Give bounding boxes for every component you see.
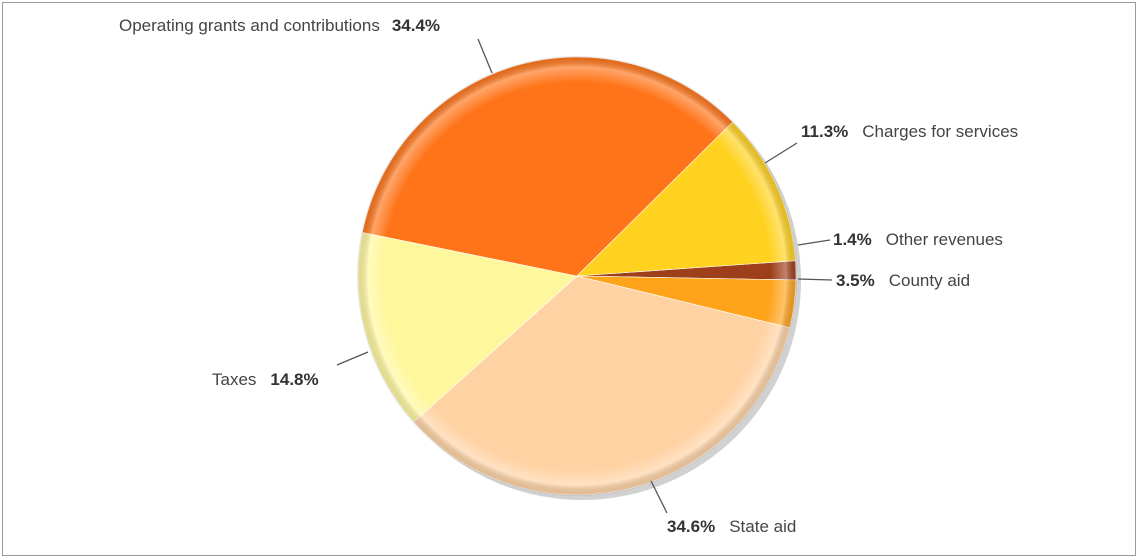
leader-line-operating-grants [477,38,493,74]
leader-line-charges [764,142,798,164]
slice-label-taxes: Taxes 14.8% [212,370,319,389]
leader-line-other-revenues [797,239,831,246]
slice-label-operating-grants: Operating grants and contributions 34.4% [119,16,440,35]
leader-line-taxes [336,351,369,366]
slice-label-county-aid: 3.5% County aid [836,271,970,290]
slice-label-other-revenues: 1.4% Other revenues [833,230,1003,249]
slice-label-charges: 11.3% Charges for services [801,122,1018,141]
leader-line-county-aid [797,278,833,281]
leader-lines [336,38,833,514]
slice-label-state-aid: 34.6% State aid [667,517,796,536]
pie-slices [357,56,797,496]
leader-line-state-aid [650,480,668,514]
